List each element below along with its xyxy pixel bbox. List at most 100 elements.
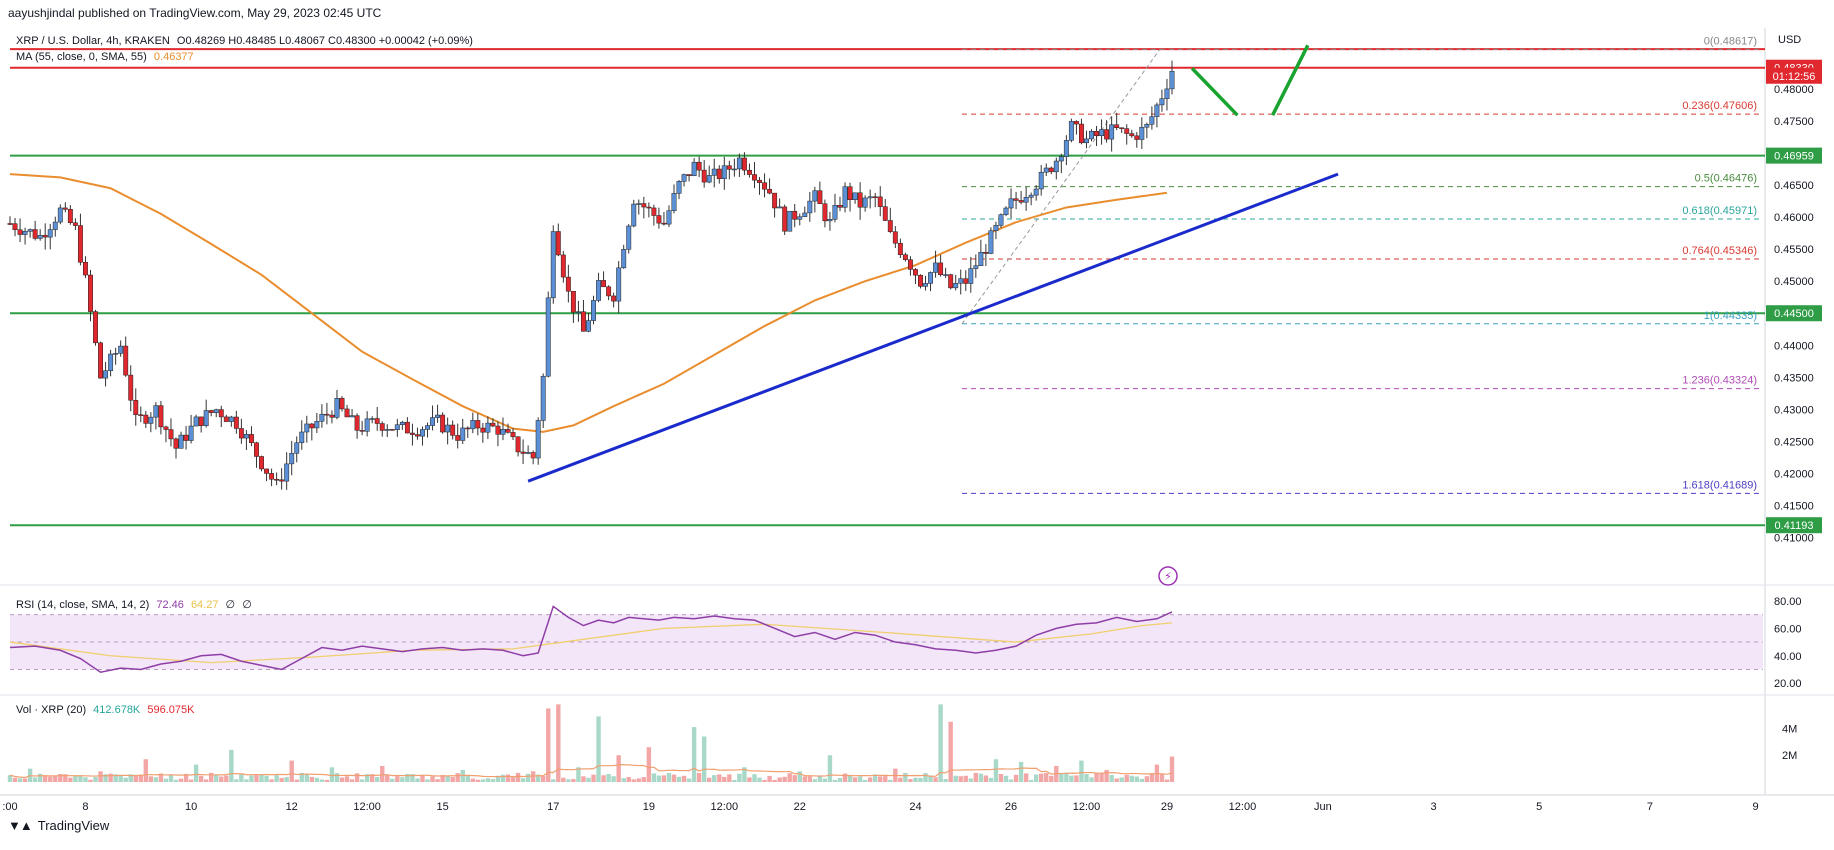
time-tick-label: 26	[1005, 801, 1017, 813]
tradingview-logo-icon: ▼▲	[8, 818, 33, 833]
volume-bar	[762, 779, 767, 782]
bullish-candle	[1159, 98, 1165, 106]
volume-bar	[596, 716, 601, 782]
ma-label[interactable]: MA (55, close, 0, SMA, 55)	[16, 51, 147, 63]
volume-bar	[1028, 779, 1034, 782]
bullish-candle	[1003, 207, 1009, 215]
volume-bar	[792, 775, 797, 782]
bullish-candle	[319, 413, 325, 422]
bullish-candle	[1099, 129, 1105, 136]
bullish-candle	[289, 453, 295, 465]
brand-name[interactable]: TradingView	[37, 818, 110, 833]
bearish-candle	[389, 429, 395, 431]
volume-bar	[883, 776, 888, 782]
volume-bar	[1129, 775, 1134, 782]
bearish-candle	[1018, 200, 1024, 203]
volume-bar	[324, 779, 330, 782]
volume-bar	[465, 775, 470, 782]
volume-bar	[505, 774, 511, 782]
bearish-candle	[32, 229, 38, 239]
bearish-candle	[168, 429, 174, 440]
bearish-candle	[983, 251, 989, 254]
volume-bar	[254, 775, 259, 782]
bullish-candle	[430, 417, 435, 426]
volume-bar	[973, 772, 979, 782]
volume-bar	[691, 727, 697, 782]
bullish-candle	[591, 300, 596, 321]
bearish-candle	[726, 165, 732, 170]
bullish-candle	[1084, 138, 1089, 144]
bearish-candle	[782, 206, 788, 232]
time-tick-label: 24	[909, 801, 921, 813]
bearish-candle	[1134, 135, 1140, 140]
volume-bar	[279, 777, 284, 782]
bullish-candle	[676, 181, 682, 194]
bearish-candle	[344, 408, 350, 418]
volume-bar	[888, 779, 893, 782]
volume-bar	[188, 779, 194, 782]
volume-bar	[88, 779, 93, 782]
volume-bar	[1109, 774, 1114, 782]
price-tick-label: 0.44000	[1774, 340, 1814, 352]
volume-bar	[58, 774, 63, 782]
bearish-candle	[520, 451, 526, 454]
time-tick-label: 9	[1752, 801, 1758, 813]
bearish-candle	[817, 190, 823, 204]
bearish-candle	[249, 434, 254, 444]
bearish-candle	[128, 374, 134, 401]
bullish-candle	[445, 424, 451, 433]
price-tick-label: 0.48000	[1774, 84, 1814, 96]
volume-bar	[520, 778, 526, 782]
volume-bar	[671, 774, 677, 782]
volume-bar	[359, 779, 365, 782]
volume-bar	[1039, 773, 1044, 782]
volume-bar	[224, 775, 229, 782]
volume-bar	[832, 779, 838, 782]
volume-bar	[98, 771, 103, 782]
bearish-candle	[641, 203, 647, 208]
volume-bar	[626, 777, 631, 782]
bullish-candle	[842, 186, 848, 208]
bearish-candle	[565, 276, 571, 292]
volume-bar	[546, 708, 551, 782]
volume-bar	[349, 779, 355, 782]
bearish-candle	[892, 231, 898, 244]
bearish-candle	[661, 222, 667, 225]
volume-bar	[586, 777, 591, 782]
volume-bar	[606, 774, 611, 782]
bullish-candle	[666, 210, 672, 225]
time-tick-label: 5	[1536, 801, 1542, 813]
bearish-candle	[897, 242, 903, 256]
bullish-candle	[852, 192, 858, 200]
volume-bar	[380, 765, 385, 782]
volume-value: 412.678K	[93, 704, 141, 716]
currency-label: USD	[1778, 34, 1801, 46]
volume-bar	[1169, 756, 1175, 782]
rsi-sma-line	[9, 622, 1173, 664]
time-tick-label: 12	[286, 801, 298, 813]
bearish-candle	[822, 203, 828, 222]
volume-bar	[802, 776, 807, 782]
volume-bar	[1074, 775, 1079, 782]
volume-bar	[158, 773, 164, 782]
bearish-candle	[611, 295, 617, 302]
bullish-candle	[500, 429, 506, 435]
bearish-candle	[143, 414, 149, 424]
volume-bar	[1099, 773, 1104, 782]
volume-bar	[812, 779, 818, 782]
bearish-candle	[354, 415, 360, 431]
volume-label[interactable]: Vol · XRP (20)	[16, 704, 87, 716]
volume-bar	[701, 736, 707, 782]
volume-bar	[284, 777, 289, 782]
rsi-label[interactable]: RSI (14, close, SMA, 14, 2)	[16, 599, 150, 611]
volume-bar	[566, 779, 571, 782]
price-badge	[1766, 67, 1822, 84]
volume-bar	[294, 779, 299, 782]
bearish-candle	[1073, 121, 1079, 125]
bullish-candle	[349, 415, 355, 418]
volume-bar	[299, 772, 304, 782]
bullish-candle	[284, 463, 290, 482]
symbol-title[interactable]: XRP / U.S. Dollar, 4h, KRAKEN	[16, 35, 170, 47]
